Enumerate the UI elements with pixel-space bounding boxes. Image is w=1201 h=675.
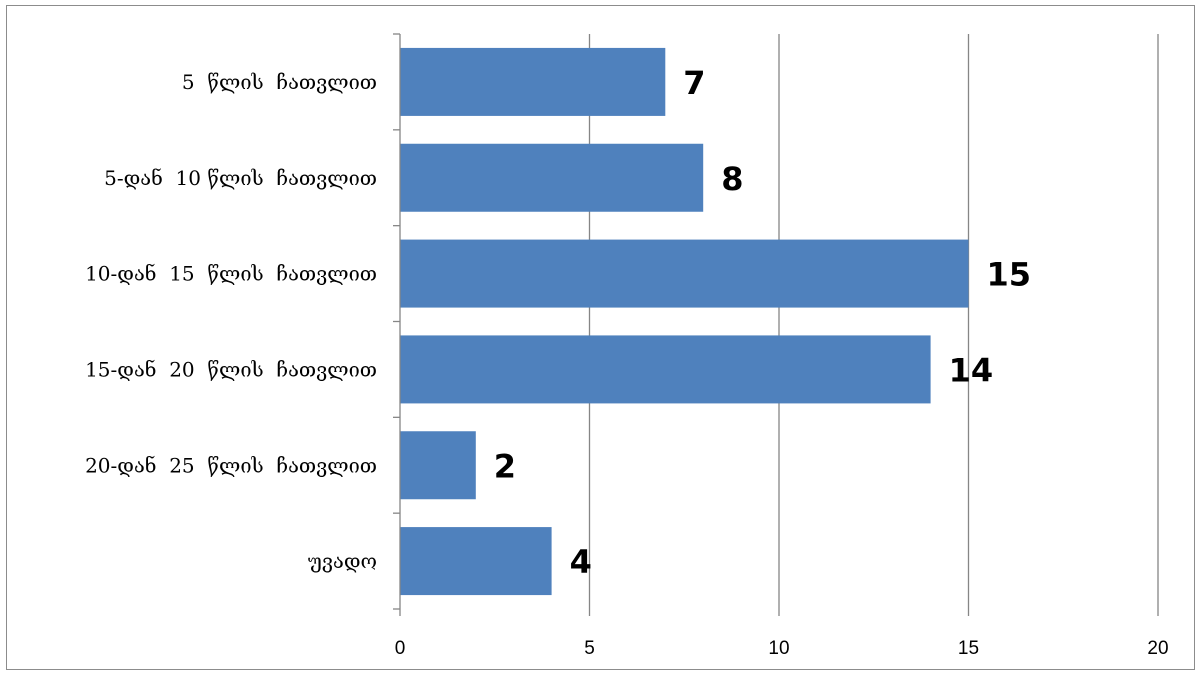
- category-label: 5 წლის ჩათვლით: [182, 70, 377, 94]
- data-label: 14: [949, 351, 994, 389]
- x-tick-label: 0: [395, 638, 406, 659]
- x-tick-label: 20: [1147, 638, 1168, 659]
- data-label: 7: [683, 64, 705, 102]
- bar-2: [400, 143, 704, 212]
- x-tick-label: 5: [584, 638, 595, 659]
- bar-1: [400, 47, 666, 116]
- x-tick-label: 10: [768, 638, 789, 659]
- category-label: 20-დან 25 წლის ჩათვლით: [85, 453, 377, 477]
- data-label: 15: [987, 256, 1032, 294]
- bar-6: [400, 527, 552, 596]
- data-label: 2: [494, 447, 516, 485]
- category-label: 5-დან 10 წლის ჩათვლით: [104, 166, 377, 190]
- category-label: 15-დან 20 წლის ჩათვლით: [85, 357, 377, 381]
- labels: 0 5 10 15 20 5 წლის ჩათვლით 7 5-დან 10 წლის ჩათ…: [85, 64, 1168, 659]
- category-label: უვადო: [308, 549, 377, 573]
- bar-4: [400, 335, 931, 404]
- data-label: 8: [721, 160, 743, 198]
- bars: [400, 47, 969, 596]
- axes: [393, 33, 1159, 616]
- x-tick-label: 15: [958, 638, 979, 659]
- gridlines: [588, 34, 1159, 609]
- data-label: 4: [570, 543, 592, 581]
- category-label: 10-დან 15 წლის ჩათვლით: [85, 262, 377, 286]
- bar-5: [400, 431, 476, 500]
- bar-3: [400, 239, 969, 308]
